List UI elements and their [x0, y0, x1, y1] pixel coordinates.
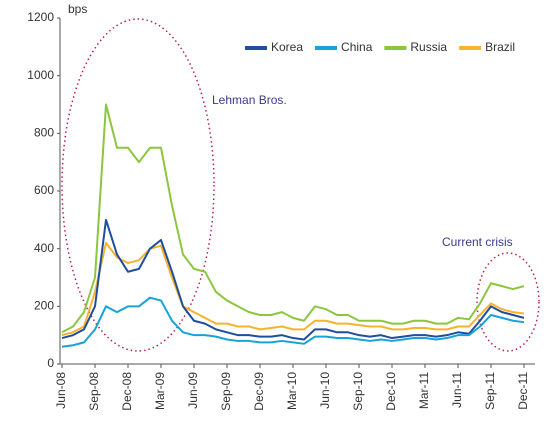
- x-tick-label: Sep-08: [87, 372, 101, 411]
- line-series: [61, 241, 525, 337]
- legend-label: Russia: [410, 40, 447, 54]
- legend-label: Brazil: [485, 40, 515, 54]
- x-tick-label: Dec-08: [120, 372, 134, 411]
- line-series: [61, 296, 525, 348]
- x-tick-label: Mar-10: [285, 372, 299, 410]
- x-tick-label: Mar-11: [417, 372, 431, 409]
- highlight-ellipse: [476, 252, 540, 352]
- annotation: Lehman Bros.: [212, 93, 287, 107]
- x-tick-label: Sep-11: [483, 372, 497, 410]
- y-tick-label: 400: [34, 241, 54, 255]
- x-tick-label: Dec-10: [384, 372, 398, 411]
- line-series: [61, 218, 525, 341]
- y-tick-label: 200: [34, 299, 54, 313]
- x-tick-label: Jun-09: [186, 372, 200, 409]
- legend-label: China: [341, 40, 373, 54]
- y-tick-label: 600: [34, 183, 54, 197]
- x-tick-label: Jun-10: [318, 372, 332, 409]
- y-tick-label: 0: [47, 356, 54, 370]
- y-tick-label: 1200: [27, 10, 54, 24]
- highlight-ellipse: [61, 18, 215, 352]
- y-axis-unit: bps: [68, 2, 87, 16]
- line-series: [61, 103, 525, 334]
- x-tick-label: Mar-09: [153, 372, 167, 410]
- legend-label: Korea: [271, 40, 303, 54]
- x-tick-label: Jun-11: [450, 372, 464, 408]
- x-tick-label: Sep-10: [351, 372, 365, 411]
- y-tick-label: 800: [34, 126, 54, 140]
- x-tick-label: Jun-08: [54, 372, 68, 409]
- annotation: Current crisis: [442, 235, 513, 249]
- y-tick-label: 1000: [27, 68, 54, 82]
- x-tick-label: Dec-09: [252, 372, 266, 411]
- x-tick-label: Dec-11: [516, 372, 530, 410]
- x-tick-label: Sep-09: [219, 372, 233, 411]
